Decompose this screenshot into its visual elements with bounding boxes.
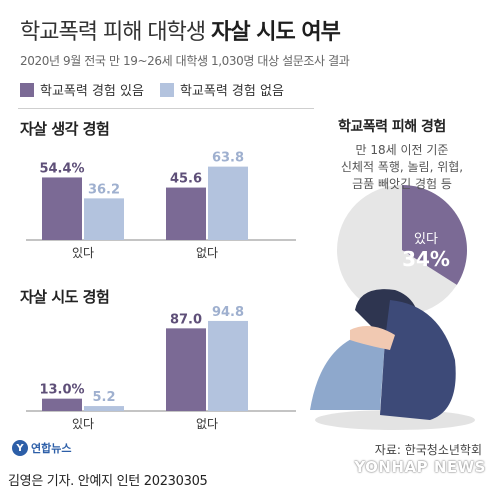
yonhap-logo: Y 연합뉴스 bbox=[12, 440, 71, 456]
source: 자료: 한국청소년학회 bbox=[374, 443, 482, 457]
body-illustration bbox=[380, 300, 456, 420]
bar-1-0-0 bbox=[42, 398, 82, 411]
credit: 김영은 기자. 안예지 인턴 20230305 bbox=[8, 474, 208, 489]
pie-description: 만 18세 이전 기준 신체적 폭행, 놀림, 위협, 금품 빼앗긴 경험 등 bbox=[340, 143, 464, 191]
bar-value-label: 87.0 bbox=[170, 312, 202, 327]
legs-illustration bbox=[310, 335, 385, 410]
divider bbox=[18, 108, 314, 109]
legend: 학교폭력 경험 있음 학교폭력 경험 없음 bbox=[20, 80, 284, 99]
category-label: 있다 bbox=[72, 246, 94, 260]
bar-value-label: 63.8 bbox=[212, 151, 244, 166]
watermark: YONHAP NEWS bbox=[354, 458, 486, 476]
category-label: 있다 bbox=[72, 417, 94, 431]
chart1-title: 자살 생각 경험 bbox=[20, 120, 110, 138]
bar-value-label: 54.4% bbox=[39, 161, 84, 176]
bar-value-label: 13.0% bbox=[39, 383, 84, 398]
logo-icon: Y bbox=[12, 440, 28, 456]
category-label: 없다 bbox=[196, 246, 218, 260]
bar-0-0-0 bbox=[42, 177, 82, 240]
pie-slice-yes bbox=[402, 185, 467, 285]
arms-illustration bbox=[350, 326, 395, 350]
subtitle: 2020년 9월 전국 만 19~26세 대학생 1,030명 대상 설문조사 … bbox=[20, 54, 350, 68]
bar-value-label: 45.6 bbox=[170, 172, 202, 187]
chart2-title: 자살 시도 경험 bbox=[20, 288, 110, 306]
pie-title: 학교폭력 피해 경험 bbox=[338, 119, 446, 135]
pie-label: 있다 34% bbox=[402, 232, 450, 271]
bar-0-0-1 bbox=[84, 198, 124, 240]
bar-value-label: 36.2 bbox=[88, 182, 120, 197]
legend-swatch-purple bbox=[20, 82, 34, 97]
bar-0-1-0 bbox=[166, 187, 206, 240]
bar-value-label: 5.2 bbox=[92, 390, 115, 405]
bar-0-1-1 bbox=[208, 166, 248, 240]
category-label: 없다 bbox=[196, 417, 218, 431]
page-title: 학교폭력 피해 대학생 자살 시도 여부 bbox=[20, 20, 341, 45]
bar-1-1-0 bbox=[166, 328, 206, 411]
bar-1-0-1 bbox=[84, 406, 124, 411]
legend-item-with-violence: 학교폭력 경험 있음 bbox=[20, 80, 144, 99]
bar-1-1-1 bbox=[208, 320, 248, 411]
legend-swatch-blue bbox=[159, 82, 174, 97]
bar-value-label: 94.8 bbox=[212, 305, 244, 320]
legend-item-without-violence: 학교폭력 경험 없음 bbox=[159, 80, 284, 99]
